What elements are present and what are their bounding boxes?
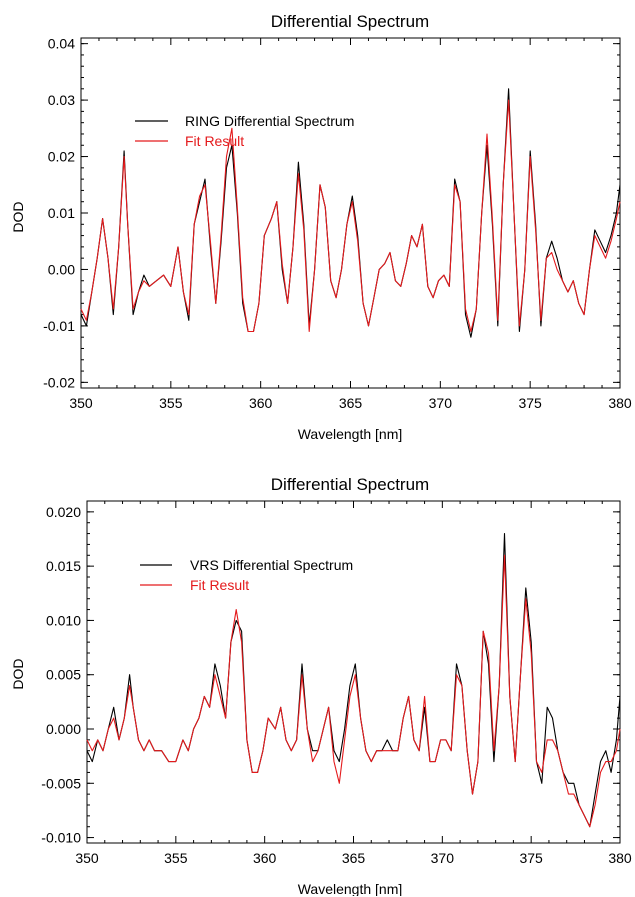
y-tick-label: 0.01 [48,205,75,221]
x-tick-label: 360 [253,850,277,866]
x-tick-label: 365 [339,395,363,411]
plot-frame [80,37,621,389]
x-tick-label: 355 [159,395,183,411]
x-tick-label: 360 [249,395,273,411]
plot-area: 350 355 360 365 370 375 380 -0.010 -0.005 0.000 0.… [41,500,632,866]
y-tick-label: -0.005 [41,775,81,791]
x-axis-label: Wavelength [nm] [298,426,403,442]
y-axis-label: DOD [10,201,26,232]
vrs-differential-spectrum-figure: Differential Spectrum Wavelength [nm] DO… [0,448,635,896]
ring-chart-svg: Differential Spectrum Wavelength [nm] DO… [10,12,632,442]
y-tick-label: 0.03 [48,92,75,108]
x-tick-label: 370 [431,850,455,866]
fit-result-line [80,99,621,333]
y-tick-label: 0.020 [46,504,81,520]
chart-title: Differential Spectrum [271,475,429,494]
legend: RING Differential Spectrum Fit Result [135,113,354,149]
x-axis-label: Wavelength [nm] [298,881,403,896]
y-axis-label: DOD [10,658,26,689]
y-tick-label: 0.000 [46,721,81,737]
plot-area: 350 355 360 365 370 375 380 -0.02 -0.01 0.00 0.01 0… [43,36,632,411]
y-tick-label: -0.02 [43,374,75,390]
x-tick-label: 350 [75,850,99,866]
y-tick-label: 0.02 [48,149,75,165]
x-tick-label: 380 [608,850,632,866]
y-tick-label: 0.005 [46,667,81,683]
x-tick-label: 380 [608,395,632,411]
chart-title: Differential Spectrum [271,12,429,31]
x-tick-label: 355 [164,850,188,866]
x-tick-label: 350 [69,395,93,411]
legend-label: Fit Result [185,133,244,149]
y-tick-label: 0.04 [48,36,75,52]
x-tick-label: 370 [429,395,453,411]
legend-label: VRS Differential Spectrum [190,557,353,573]
y-tick-label: 0.00 [48,261,75,277]
y-tick-label: 0.015 [46,558,81,574]
legend-label: Fit Result [190,577,249,593]
y-tick-label: -0.01 [43,318,75,334]
y-tick-label: 0.010 [46,612,81,628]
vrs-chart-svg: Differential Spectrum Wavelength [nm] DO… [10,475,632,896]
x-tick-label: 375 [519,850,543,866]
legend: VRS Differential Spectrum Fit Result [140,557,353,593]
x-tick-label: 365 [342,850,366,866]
ring-differential-spectrum-figure: Differential Spectrum Wavelength [nm] DO… [0,0,635,448]
fit-result-line [86,554,621,828]
x-tick-label: 375 [518,395,542,411]
legend-label: RING Differential Spectrum [185,113,354,129]
y-tick-label: -0.010 [41,830,81,846]
